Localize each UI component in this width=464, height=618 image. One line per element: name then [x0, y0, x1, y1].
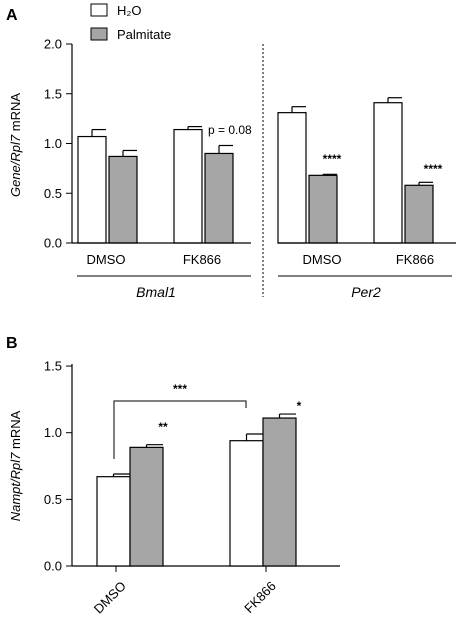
panel-a-ylabel-italic: Gene/Rpl7 — [8, 134, 23, 197]
panel-a-bar-per2-dmso-h2o — [277, 112, 307, 244]
panel-a-bar-bmal1-dmso-palmitate — [108, 155, 138, 244]
panel-b-bar-dmso-h2o — [96, 476, 131, 567]
panel-a-ytick-label-1: 0.5 — [44, 186, 62, 201]
panel-a-annotation-per2-fk866-sig: **** — [424, 162, 443, 176]
panel-a-ytick-label-4: 2.0 — [44, 37, 62, 52]
panel-a-xtick-per2-dmso: DMSO — [303, 252, 342, 267]
legend-swatch-palmitate — [90, 27, 108, 41]
legend-label-palmitate: Palmitate — [117, 27, 171, 42]
panel-a-annotation-per2-dmso-sig: **** — [323, 152, 342, 166]
panel-b-y-axis-label: Nampt/Rpl7 mRNA — [8, 410, 23, 521]
panel-a-ylabel-rest: mRNA — [8, 93, 23, 135]
panel-b-annotation-bracket-sig: *** — [173, 382, 187, 396]
panel-a-group-label-per2: Per2 — [351, 284, 381, 300]
panel-a-xtick-bmal1-dmso: DMSO — [87, 252, 126, 267]
panel-a-bar-bmal1-dmso-h2o — [77, 135, 107, 244]
panel-a-chart: A Gene/Rpl7 mRNA 0.0 0.5 1.0 1.5 2.0 DMSO FK… — [6, 3, 456, 300]
panel-a-y-ticks: 0.0 0.5 1.0 1.5 2.0 — [44, 37, 72, 251]
panel-a-bar-bmal1-fk866-palmitate — [204, 152, 234, 244]
panel-b-chart: B Nampt/Rpl7 mRNA 0.0 0.5 1.0 1.5 DMSO FK86… — [6, 335, 340, 616]
panel-b-significance-bracket — [113, 400, 247, 459]
panel-a-xtick-per2-fk866: FK866 — [396, 252, 434, 267]
panel-a-bar-per2-fk866-h2o — [373, 102, 403, 244]
panel-a-bars — [77, 97, 434, 244]
panel-a-ytick-label-3: 1.5 — [44, 86, 62, 101]
panel-b-ytick-label-1: 0.5 — [44, 492, 62, 507]
panel-a-label: A — [6, 7, 18, 24]
panel-b-xtick-fk866: FK866 — [241, 578, 279, 616]
legend-label-h2o: H₂O — [117, 3, 142, 18]
panel-b-ytick-label-0: 0.0 — [44, 559, 62, 574]
panel-b-annotation-dmso-sig: ** — [158, 420, 168, 434]
panel-b-label: B — [6, 335, 18, 352]
panel-b-bar-fk866-h2o — [229, 440, 264, 567]
panel-a-bar-per2-dmso-palmitate — [308, 174, 338, 244]
panel-a-ytick-label-0: 0.0 — [44, 236, 62, 251]
panel-a-xtick-bmal1-fk866: FK866 — [183, 252, 221, 267]
panel-b-bar-fk866-palmitate — [262, 417, 297, 567]
panel-b-annotation-fk866-sig: * — [297, 399, 302, 413]
panel-b-bar-dmso-palmitate — [129, 446, 164, 567]
panel-a-group-label-bmal1: Bmal1 — [136, 284, 176, 300]
panel-b-ylabel-rest: mRNA — [8, 410, 23, 452]
panel-a-ytick-label-2: 1.0 — [44, 136, 62, 151]
panel-b-ytick-label-3: 1.5 — [44, 359, 62, 374]
panel-b-y-ticks: 0.0 0.5 1.0 1.5 — [44, 359, 72, 574]
legend-swatch-h2o — [90, 3, 108, 17]
panel-a-y-axis-label: Gene/Rpl7 mRNA — [8, 93, 23, 197]
panel-b-bars — [96, 413, 297, 567]
panel-b-xtick-dmso: DMSO — [91, 578, 129, 616]
panel-b-ylabel-italic: Nampt/Rpl7 — [8, 452, 23, 521]
legend: H₂O Palmitate — [90, 3, 171, 42]
panel-a-bar-per2-fk866-palmitate — [404, 184, 434, 244]
panel-b-ytick-label-2: 1.0 — [44, 425, 62, 440]
panel-a-annotation-p-value: p = 0.08 — [208, 123, 252, 137]
panel-a-bar-bmal1-fk866-h2o — [173, 128, 203, 244]
